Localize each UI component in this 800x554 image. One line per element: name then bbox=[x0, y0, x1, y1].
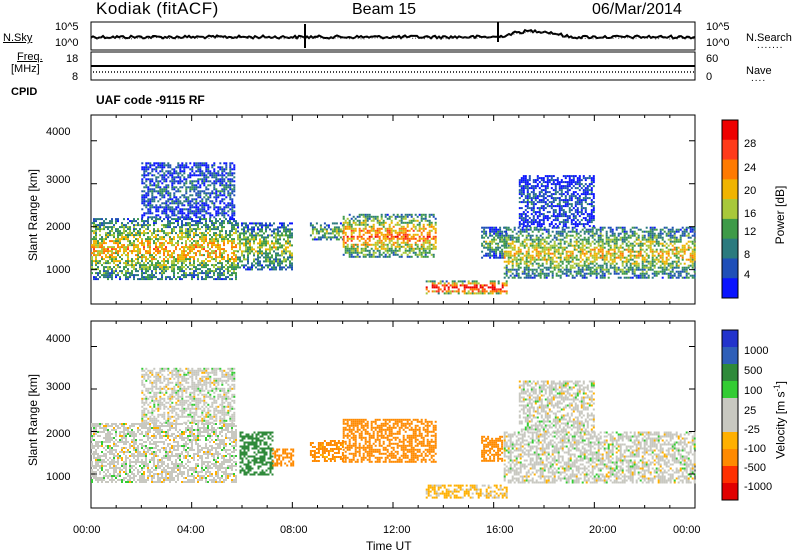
power-colorbar-segment bbox=[722, 120, 738, 141]
power-cbar-tick: 8 bbox=[744, 249, 751, 261]
xtick-label: 12:00 bbox=[383, 524, 411, 536]
power-colorbar-segment bbox=[722, 278, 738, 299]
velocity-colorbar-segment bbox=[722, 398, 738, 416]
velocity-colorbar-segment bbox=[722, 381, 738, 399]
power-colorbar-segment bbox=[722, 199, 738, 220]
velocity-ytick: 4000 bbox=[46, 333, 71, 345]
freq-tick-bottom: 8 bbox=[72, 71, 79, 83]
noise-strip-frame bbox=[90, 21, 696, 51]
power-cbar-tick: 4 bbox=[744, 269, 751, 281]
nave-tick-bottom: 0 bbox=[706, 71, 713, 83]
xtick-label: 16:00 bbox=[486, 524, 514, 536]
velocity-cbar-tick: -25 bbox=[744, 424, 760, 436]
nave-label: Nave bbox=[746, 65, 772, 77]
power-ytick: 3000 bbox=[46, 174, 71, 186]
freq-unit-label: [MHz] bbox=[11, 63, 40, 75]
station-title: Kodiak (fitACF) bbox=[96, 0, 219, 18]
noise-tick-left-top: 10^5 bbox=[55, 21, 79, 33]
nsearch-label: N.Search bbox=[746, 32, 792, 44]
velocity-cbar-tick: -100 bbox=[744, 443, 767, 455]
power-cbar-tick: 12 bbox=[744, 226, 757, 238]
date-title: 06/Mar/2014 bbox=[592, 1, 682, 18]
velocity-echo-region bbox=[91, 423, 237, 483]
power-echo-region bbox=[91, 218, 237, 281]
velocity-colorbar-segment bbox=[722, 415, 738, 433]
velocity-cbar-tick: 25 bbox=[744, 405, 757, 417]
power-ytick: 1000 bbox=[46, 264, 71, 276]
power-ytick: 4000 bbox=[46, 126, 71, 138]
power-colorbar-segment bbox=[722, 139, 738, 161]
power-ytick: 2000 bbox=[46, 221, 71, 233]
velocity-cbar-tick: 1000 bbox=[744, 345, 769, 357]
velocity-echo-region bbox=[342, 418, 437, 463]
nsearch-dots: ....... bbox=[757, 40, 784, 51]
velocity-echo-region bbox=[518, 380, 595, 433]
xtick-label: 20:00 bbox=[589, 524, 617, 536]
power-colorbar-segment bbox=[722, 258, 738, 279]
velocity-ytick: 2000 bbox=[46, 428, 71, 440]
velocity-echo-region bbox=[272, 448, 295, 467]
velocity-colorbar-segment bbox=[722, 347, 738, 365]
xaxis-label: Time UT bbox=[366, 539, 412, 553]
xtick-label: 08:00 bbox=[280, 524, 308, 536]
power-echo-region bbox=[503, 226, 696, 279]
velocity-echo-region bbox=[503, 431, 696, 484]
power-echo-region bbox=[309, 222, 344, 241]
power-echo-region bbox=[141, 162, 236, 219]
beam-title: Beam 15 bbox=[352, 1, 417, 18]
xtick-label: 00:00 bbox=[673, 524, 701, 536]
velocity-echo-region bbox=[141, 367, 236, 424]
power-cbar-tick: 24 bbox=[744, 162, 757, 174]
velocity-cbar-tick: -500 bbox=[744, 462, 767, 474]
nave-tick-top: 60 bbox=[706, 53, 719, 65]
xtick-label: 04:00 bbox=[177, 524, 205, 536]
power-echo-region bbox=[237, 222, 293, 271]
velocity-echo-region bbox=[239, 431, 274, 476]
power-cbar-tick: 20 bbox=[744, 185, 757, 197]
velocity-cbar-tick: -1000 bbox=[744, 481, 773, 493]
noise-tick-right-top: 10^5 bbox=[706, 21, 730, 33]
noise-tick-right-bottom: 10^0 bbox=[706, 37, 730, 49]
velocity-ytick: 1000 bbox=[46, 471, 71, 483]
xtick-label: 00:00 bbox=[73, 524, 101, 536]
power-cbar-tick: 28 bbox=[744, 138, 757, 150]
nsky-label: N.Sky bbox=[3, 32, 33, 44]
noise-tick-left-bottom: 10^0 bbox=[55, 37, 79, 49]
velocity-cbar-tick: 100 bbox=[744, 385, 763, 397]
power-colorbar-segment bbox=[722, 218, 738, 240]
power-colorbar-frame bbox=[721, 119, 739, 299]
power-echo-region bbox=[342, 213, 437, 258]
velocity-cbar-tick: 500 bbox=[744, 365, 763, 377]
velocity-echo-region bbox=[425, 484, 508, 499]
nsky-trace bbox=[90, 28, 696, 40]
power-colorbar-segment bbox=[722, 159, 738, 180]
freq-tick-top: 18 bbox=[66, 53, 79, 65]
velocity-colorbar-segment bbox=[722, 330, 738, 348]
power-echo-region bbox=[518, 175, 595, 228]
power-echo-region bbox=[425, 280, 508, 295]
nsearch-trace bbox=[90, 30, 696, 40]
cpid-label: CPID bbox=[11, 86, 38, 98]
power-colorbar-segment bbox=[722, 179, 738, 200]
velocity-colorbar-segment bbox=[722, 449, 738, 467]
velocity-colorbar-segment bbox=[722, 432, 738, 450]
velocity-colorbar-segment bbox=[722, 483, 738, 501]
velocity-colorbar-frame bbox=[721, 329, 739, 501]
velocity-colorbar-segment bbox=[722, 466, 738, 484]
cpid-text: UAF code -9115 RF bbox=[96, 93, 205, 107]
velocity-echo-region bbox=[481, 435, 504, 462]
nave-dots: .... bbox=[751, 73, 767, 84]
power-echo-region bbox=[481, 226, 508, 259]
velocity-colorbar-segment bbox=[722, 364, 738, 382]
freq-label: Freq. bbox=[17, 51, 43, 63]
velocity-ytick: 3000 bbox=[46, 381, 71, 393]
power-colorbar-segment bbox=[722, 238, 738, 259]
power-cbar-tick: 16 bbox=[744, 208, 757, 220]
